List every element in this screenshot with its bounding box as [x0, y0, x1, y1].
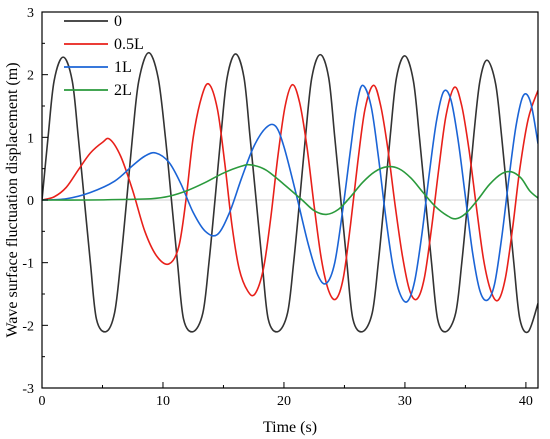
- tick-labels: 0 10 20 30 40 -3 -2 -1 0 1 2 3: [22, 6, 533, 409]
- x-tick-label: 10: [156, 394, 170, 409]
- series-line-3: [42, 84, 538, 303]
- y-tick-label: 0: [27, 194, 34, 209]
- series-line-4: [42, 163, 538, 220]
- y-tick-label: 3: [27, 6, 34, 21]
- legend-label-3: 1L: [114, 59, 132, 76]
- y-tick-label: 2: [27, 69, 34, 84]
- x-tick-label: 40: [519, 394, 533, 409]
- x-tick-label: 20: [277, 394, 291, 409]
- legend-label-1: 0: [114, 13, 122, 30]
- y-axis-title: Wave surface fluctuation displacement (m…: [4, 62, 21, 337]
- x-axis-title: Time (s): [263, 419, 317, 436]
- series-line-1: [42, 51, 538, 334]
- legend-label-4: 2L: [114, 82, 132, 99]
- x-tick-label: 0: [39, 394, 46, 409]
- legend: 0 0.5L 1L 2L: [64, 13, 144, 99]
- series-lines: [42, 51, 538, 334]
- axes: [41, 11, 539, 389]
- y-tick-label: -3: [22, 382, 34, 397]
- series-line-2: [42, 82, 538, 302]
- y-tick-label: -2: [22, 319, 34, 334]
- y-tick-label: 1: [27, 131, 34, 146]
- y-tick-label: -1: [22, 257, 34, 272]
- legend-label-2: 0.5L: [114, 36, 144, 53]
- x-tick-label: 30: [398, 394, 412, 409]
